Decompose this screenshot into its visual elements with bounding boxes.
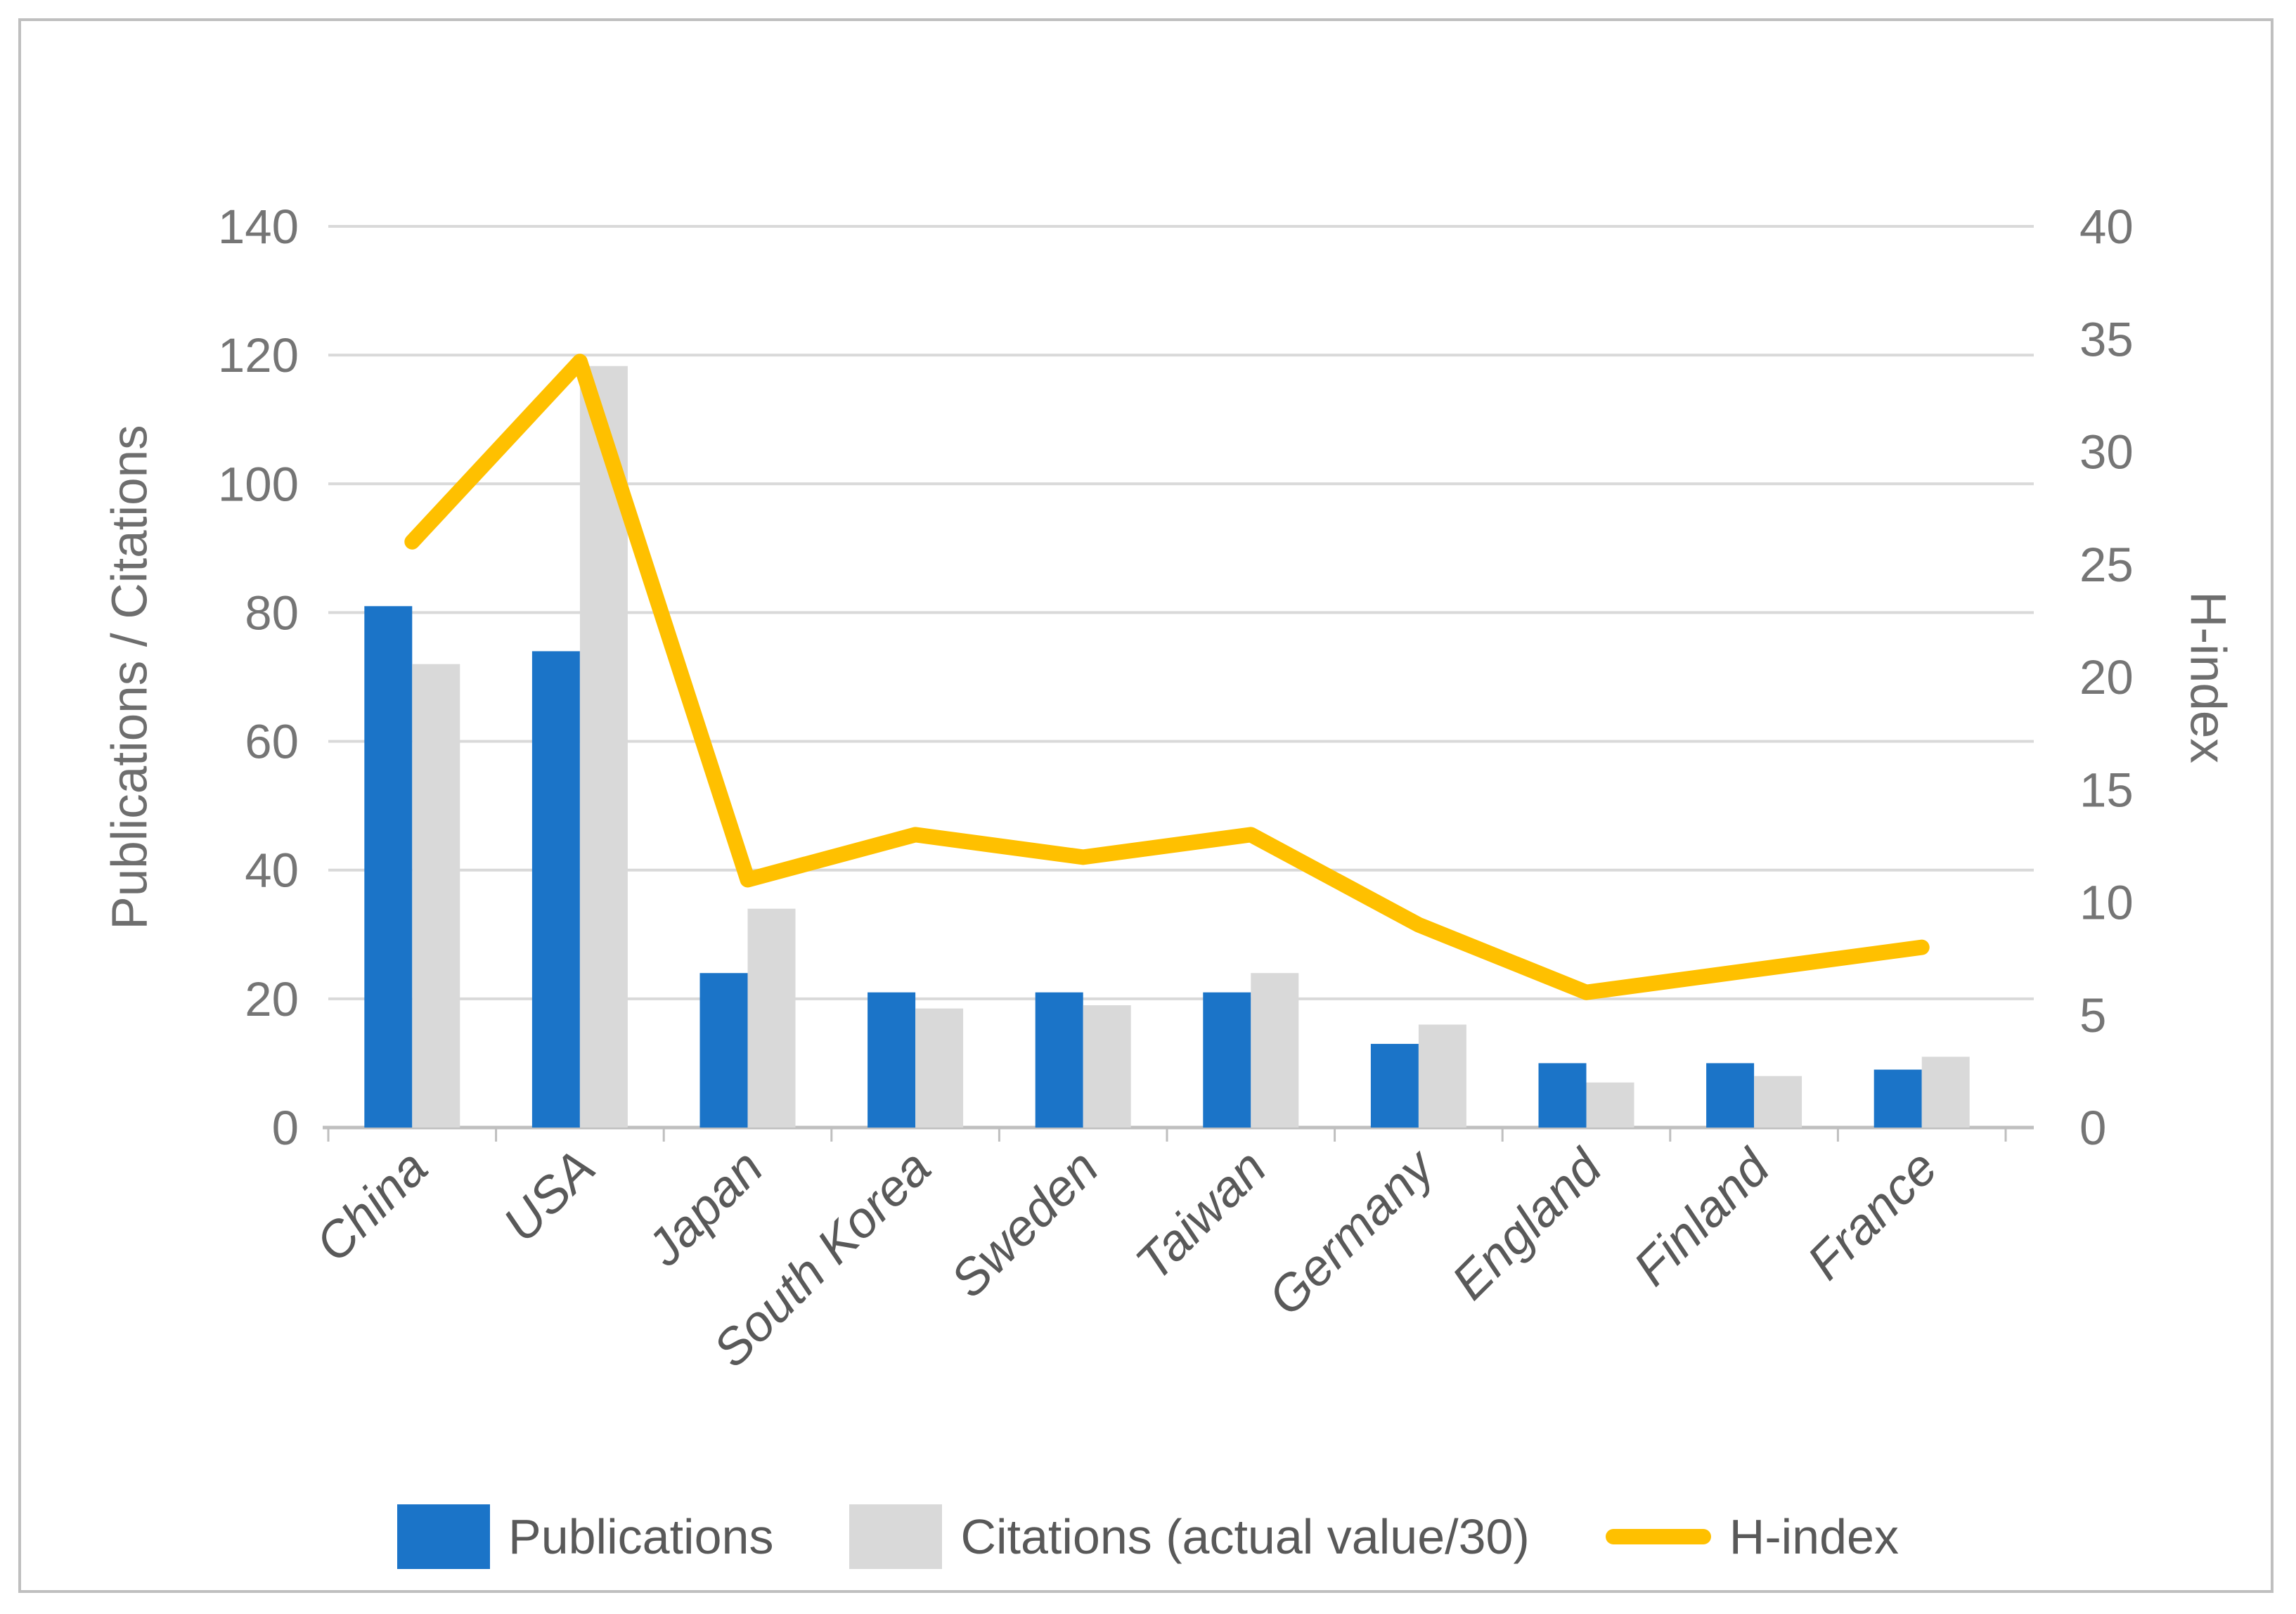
bar-publications-China [364,606,413,1128]
bar-publications-France [1873,1069,1922,1128]
legend-item-citations: Citations (actual value/30) [849,1504,1530,1569]
x-category-label: China [305,1140,439,1273]
left-axis-tick-label: 20 [245,972,299,1026]
bar-citations-Taiwan [1251,973,1299,1128]
bar-citations-England [1586,1082,1634,1128]
right-axis-tick-label: 0 [2079,1101,2106,1155]
left-axis-tick-label: 100 [218,457,299,511]
bar-publications-Sweden [1035,992,1083,1128]
h-index-line-swatch-icon [1605,1529,1711,1544]
bar-citations-China [412,664,460,1128]
right-axis-title: H-index [2179,591,2236,763]
left-axis-tick-label: 140 [218,200,299,254]
left-axis-tick-label: 0 [272,1101,299,1155]
bar-publications-South Korea [868,992,916,1128]
right-axis-tick-label: 25 [2079,538,2134,592]
right-axis-tick-label: 30 [2079,425,2134,479]
legend-label: Publications [508,1509,774,1564]
x-category-label: England [1441,1138,1613,1310]
legend-item-hindex: H-index [1605,1509,1899,1565]
bar-citations-South Korea [915,1008,964,1128]
bar-citations-France [1921,1057,1970,1128]
bar-publications-Germany [1370,1043,1419,1128]
citations-swatch-icon [849,1504,943,1569]
h-index-line [404,354,1930,1000]
bar-publications-Japan [699,973,748,1128]
right-axis-tick-label: 40 [2079,200,2134,254]
right-axis-tick-label: 15 [2079,763,2134,817]
left-axis-tick-label: 80 [245,586,299,640]
x-category-label: USA [493,1140,606,1253]
right-axis-tick-label: 35 [2079,312,2134,366]
legend: Publications Citations (actual value/30)… [0,1504,2296,1569]
bar-citations-Finland [1754,1076,1802,1128]
publications-swatch-icon [397,1504,490,1569]
bar-publications-Taiwan [1203,992,1251,1128]
bar-publications-England [1538,1063,1587,1128]
x-category-label: Japan [636,1140,774,1277]
left-axis-tick-label: 60 [245,715,299,769]
x-category-label: Finland [1623,1138,1781,1296]
legend-label: H-index [1729,1509,1899,1564]
bar-publications-USA [531,651,580,1128]
right-axis-tick-label: 10 [2079,876,2134,930]
legend-label: Citations (actual value/30) [960,1509,1530,1564]
x-category-label: Taiwan [1126,1140,1277,1291]
right-axis-tick-label: 20 [2079,650,2134,704]
left-axis-tick-label: 120 [218,328,299,382]
x-category-label: Sweden [940,1140,1109,1309]
bar-citations-Japan [747,908,796,1128]
legend-item-publications: Publications [397,1504,773,1569]
x-category-label: Germany [1258,1137,1447,1326]
x-category-label: France [1797,1140,1948,1291]
left-axis-title: Publications / Citations [102,425,158,930]
left-axis-tick-label: 40 [245,844,299,898]
bar-publications-Finland [1706,1063,1755,1128]
right-axis-tick-label: 5 [2079,988,2106,1042]
bar-citations-Sweden [1083,1005,1131,1128]
bar-citations-Germany [1418,1024,1466,1128]
